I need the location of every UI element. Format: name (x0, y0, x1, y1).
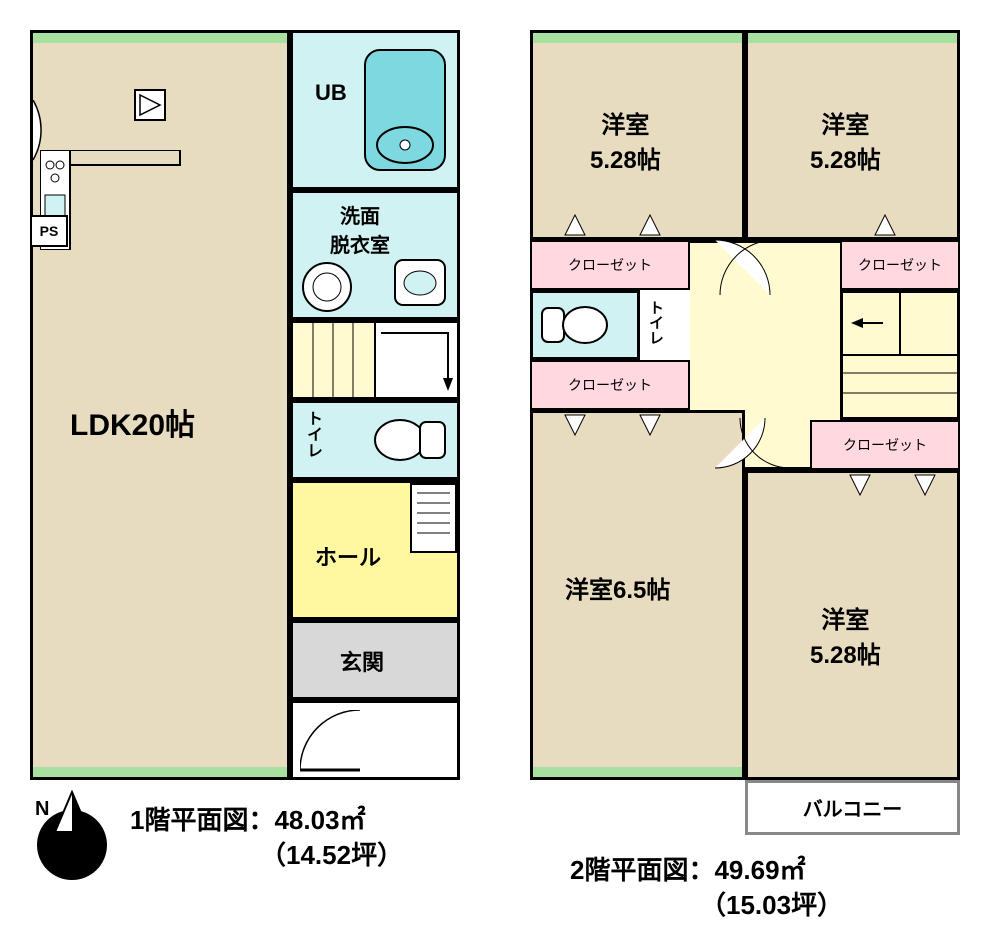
stairs-icon (293, 323, 457, 397)
room-genkan (290, 620, 460, 700)
door-arc-icon (300, 710, 380, 775)
compass-icon: N (25, 790, 120, 885)
wall-accent (33, 33, 287, 43)
floor1: PS LDK20帖 UB 洗面 脱衣室 (30, 30, 460, 780)
floor1-caption-2: （14.52坪） (260, 835, 403, 872)
floor2-caption-2: （15.03坪） (700, 885, 843, 922)
floor1-caption-1: 1階平面図：48.03㎡ (130, 800, 366, 837)
floor2-caption-1: 2階平面図：49.69㎡ (570, 850, 806, 887)
washer-icon (300, 260, 355, 315)
washbasin-icon (390, 255, 450, 310)
floor2: 洋室 5.28帖 洋室 5.28帖 クローゼット クローゼット トイレ クローゼ… (530, 30, 960, 835)
floorplan-canvas: PS LDK20帖 UB 洗面 脱衣室 (0, 0, 1000, 936)
toilet-icon (370, 410, 450, 470)
balcony: バルコニー (745, 780, 960, 835)
door-arcs-2f (530, 30, 960, 780)
hall-storage (410, 483, 457, 553)
vent-icon (130, 85, 170, 125)
ps-box: PS (30, 215, 68, 247)
wall-accent (33, 767, 287, 777)
door-arc-icon (33, 100, 73, 170)
svg-text:N: N (35, 798, 49, 820)
bathtub-icon (360, 45, 450, 175)
